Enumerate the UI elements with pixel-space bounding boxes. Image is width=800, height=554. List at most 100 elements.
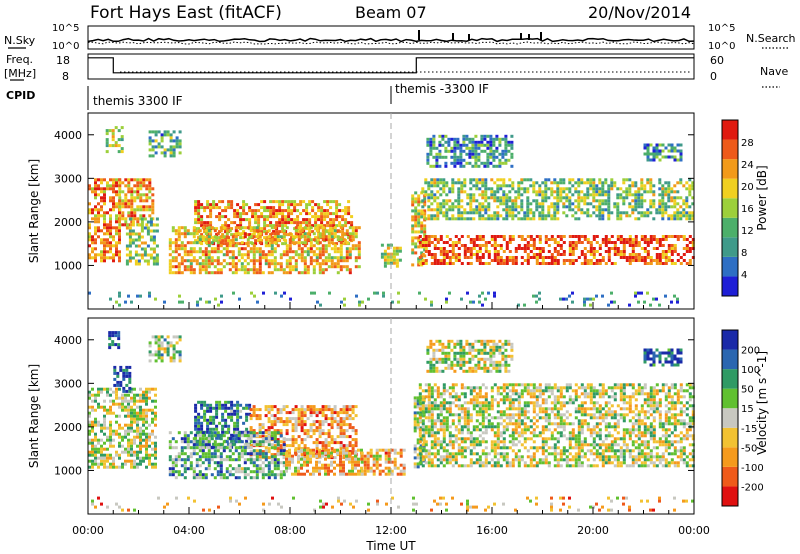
heat-cell xyxy=(442,190,446,194)
heat-cell xyxy=(508,259,512,262)
heat-cell xyxy=(553,262,557,265)
heat-cell xyxy=(474,158,478,162)
heat-cell xyxy=(294,448,297,452)
heat-cell xyxy=(216,464,220,468)
heat-cell xyxy=(667,250,671,253)
heat-cell xyxy=(481,181,485,185)
heat-cell xyxy=(108,343,112,347)
heat-cell xyxy=(169,341,173,345)
heat-cell xyxy=(106,390,109,394)
heat-cell xyxy=(472,193,476,197)
heat-cell xyxy=(335,212,339,216)
heat-cell xyxy=(628,259,632,262)
heat-cell xyxy=(535,294,538,298)
heat-cell xyxy=(661,149,665,153)
heat-cell xyxy=(118,256,121,260)
heat-cell xyxy=(466,262,470,265)
heat-cell xyxy=(414,242,418,246)
heat-cell xyxy=(136,294,139,298)
heat-cell xyxy=(218,206,222,210)
heat-cell xyxy=(133,408,136,412)
heat-cell xyxy=(91,387,94,391)
heat-cell xyxy=(468,161,472,165)
heat-cell xyxy=(198,470,202,474)
heat-cell xyxy=(195,250,199,254)
heat-cell xyxy=(646,214,650,218)
heat-cell xyxy=(288,411,292,415)
heat-cell xyxy=(169,356,173,360)
heat-cell xyxy=(589,202,593,206)
heat-cell xyxy=(451,241,455,244)
heat-cell xyxy=(634,208,638,212)
heat-cell xyxy=(151,335,155,339)
heat-cell xyxy=(297,454,300,458)
heat-cell xyxy=(309,238,313,242)
heat-cell xyxy=(279,235,283,239)
heat-cell xyxy=(335,224,339,228)
heat-cell xyxy=(450,137,454,141)
heat-cell xyxy=(395,252,399,256)
heat-cell xyxy=(318,469,321,473)
heat-cell xyxy=(462,140,466,144)
heat-cell xyxy=(529,202,533,206)
heat-cell xyxy=(255,476,259,480)
heat-cell xyxy=(592,253,596,256)
heat-cell xyxy=(224,224,228,228)
heat-cell xyxy=(658,199,662,203)
heat-cell xyxy=(433,235,437,238)
heat-cell xyxy=(171,470,175,474)
heat-cell xyxy=(309,250,313,254)
heat-cell xyxy=(562,250,566,253)
heat-cell xyxy=(502,193,506,197)
heat-cell xyxy=(453,152,457,156)
heat-cell xyxy=(432,140,436,144)
heat-cell xyxy=(544,217,548,221)
heat-cell xyxy=(324,448,327,452)
heat-cell xyxy=(261,271,265,275)
heat-cell xyxy=(670,217,674,221)
heat-cell xyxy=(282,464,286,468)
heat-cell xyxy=(194,206,198,210)
heat-cell xyxy=(511,187,515,191)
heat-cell xyxy=(118,214,122,218)
heat-cell xyxy=(237,247,241,251)
heat-cell xyxy=(148,341,152,345)
heat-cell xyxy=(115,193,118,197)
heat-cell xyxy=(532,217,536,221)
heat-cell xyxy=(189,446,193,450)
heat-cell xyxy=(571,259,575,262)
heat-cell xyxy=(315,411,319,415)
heat-cell xyxy=(197,209,201,213)
heat-cell xyxy=(109,420,112,424)
heat-cell xyxy=(297,417,301,421)
heat-cell xyxy=(130,187,134,191)
heat-cell xyxy=(456,146,460,150)
heat-cell xyxy=(237,455,241,459)
heat-cell xyxy=(124,429,127,433)
heat-cell xyxy=(480,149,484,153)
heat-cell xyxy=(112,411,115,415)
heat-cell xyxy=(637,291,640,295)
heat-cell xyxy=(565,187,569,191)
heat-cell xyxy=(178,145,182,149)
heat-cell xyxy=(142,459,145,463)
heat-cell xyxy=(526,214,530,218)
heat-cell xyxy=(430,217,434,221)
heat-cell xyxy=(130,426,133,430)
heat-cell xyxy=(145,444,148,448)
heat-cell xyxy=(427,241,431,244)
heat-cell xyxy=(204,455,208,459)
heat-cell xyxy=(264,244,268,248)
heat-cell xyxy=(318,454,321,458)
heat-cell xyxy=(658,178,662,182)
heat-cell xyxy=(439,211,443,215)
heat-cell xyxy=(344,221,348,225)
heat-cell xyxy=(201,437,205,441)
heat-cell xyxy=(661,235,665,238)
heat-cell xyxy=(258,268,262,272)
heat-cell xyxy=(88,256,91,260)
heat-cell xyxy=(303,411,307,415)
heat-cell xyxy=(249,429,253,433)
heat-cell xyxy=(168,455,172,459)
heat-cell xyxy=(336,448,339,452)
